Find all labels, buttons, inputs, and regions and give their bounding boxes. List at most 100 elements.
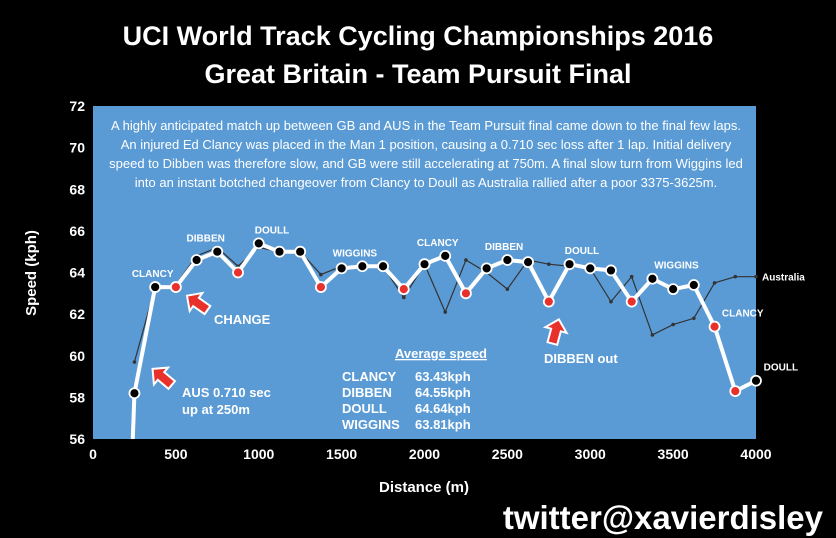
rider-label: DOULL	[565, 246, 599, 257]
australia-point	[754, 274, 758, 279]
annotation-line: A highly anticipated match up between GB…	[111, 118, 741, 133]
rider-labels: Australia CLANCY DIBBEN DOULL WIGGINS CLANCY D…	[132, 225, 805, 373]
australia-point	[609, 299, 613, 304]
changeover-point	[169, 281, 182, 293]
great-britain-point	[667, 283, 680, 296]
great-britain-point	[750, 374, 762, 387]
y-tick-label: 68	[69, 181, 85, 197]
great-britain-point	[563, 258, 576, 271]
y-tick-label: 70	[69, 140, 85, 156]
changeover-point	[232, 266, 244, 279]
great-britain-point	[335, 262, 348, 275]
australia-point	[464, 258, 468, 262]
plot-area	[93, 106, 756, 439]
great-britain-point	[646, 272, 659, 285]
australia-point	[505, 287, 510, 291]
y-tick-label: 66	[69, 223, 85, 239]
x-tick-label: 500	[164, 446, 188, 462]
great-britain-point	[356, 260, 369, 273]
great-britain-point	[687, 279, 700, 291]
changeover-point	[542, 295, 555, 308]
aus-callout-line1: AUS 0.710 sec	[182, 385, 271, 400]
avg-row-name: DOULL	[342, 401, 387, 416]
australia-point	[712, 281, 717, 285]
y-tick-label: 72	[69, 98, 85, 114]
y-tick-label: 60	[69, 348, 85, 364]
x-tick-label: 0	[89, 446, 97, 462]
great-britain-point	[128, 387, 141, 400]
rider-label: WIGGINS	[333, 248, 378, 259]
average-speed-table: Average speed CLANCY 63.43kph DIBBEN 64.…	[342, 346, 487, 432]
y-tick-label: 58	[69, 389, 85, 405]
series-layer	[128, 237, 762, 439]
great-britain-point	[439, 249, 452, 262]
y-tick-label: 56	[69, 431, 85, 447]
annotation-line: speed to Dibben was therefore slow, and …	[109, 156, 743, 171]
aus-arrow-icon	[151, 366, 177, 391]
x-axis-label: Distance (m)	[379, 479, 469, 496]
australia-point	[733, 274, 738, 279]
rider-label: CLANCY	[417, 238, 459, 249]
rider-label: DIBBEN	[187, 234, 225, 245]
x-tick-label: 2500	[492, 446, 523, 462]
great-britain-point	[252, 237, 265, 250]
australia-point	[692, 316, 696, 321]
annotation-line: An injured Ed Clancy was placed in the M…	[121, 137, 732, 152]
annotation-text: A highly anticipated match up between GB…	[109, 118, 743, 190]
rider-label: DOULL	[764, 363, 798, 374]
average-speed-title: Average speed	[395, 346, 487, 361]
x-tick-label: 1500	[326, 446, 357, 462]
avg-row-value: 64.64kph	[415, 401, 471, 416]
rider-label: DIBBEN	[485, 242, 523, 253]
changeover-point	[625, 295, 638, 308]
australia-point	[547, 262, 551, 266]
y-tick-label: 62	[69, 306, 85, 322]
changeover-point	[708, 320, 721, 333]
twitter-handle: twitter@xavierdisley	[503, 499, 824, 536]
avg-row-value: 63.43kph	[415, 369, 471, 384]
great-britain-point	[273, 245, 286, 258]
axes: 0 500 1000 1500 2000 2500 3000 3500 4000 56 58 60 62…	[69, 98, 771, 462]
australia-point	[443, 310, 448, 314]
x-tick-label: 1000	[243, 446, 274, 462]
avg-row-name: CLANCY	[342, 369, 396, 384]
chart-title: UCI World Track Cycling Championships 20…	[123, 21, 714, 51]
dibben-arrow-icon	[542, 318, 569, 347]
australia-point	[319, 272, 323, 277]
dibben-callout: DIBBEN out	[544, 351, 618, 366]
rider-label: DOULL	[255, 225, 289, 236]
australia-point	[650, 333, 655, 337]
avg-row-name: WIGGINS	[342, 417, 400, 432]
rider-label: CLANCY	[722, 309, 764, 320]
chart-subtitle: Great Britain - Team Pursuit Final	[204, 59, 631, 89]
change-callout: CHANGE	[214, 312, 271, 327]
australia-point	[401, 295, 406, 300]
y-tick-label: 64	[69, 265, 85, 281]
annotation-line: into an instant botched changeover from …	[135, 175, 717, 190]
great-britain-point	[501, 254, 514, 266]
great-britain-point	[149, 281, 162, 293]
great-britain-point	[418, 258, 431, 271]
x-tick-label: 3000	[575, 446, 606, 462]
great-britain-point	[190, 254, 203, 266]
change-arrow-icon	[185, 291, 212, 316]
great-britain-point	[211, 245, 224, 258]
series-label-australia: Australia	[762, 273, 805, 284]
y-axis-label: Speed (kph)	[23, 230, 40, 316]
callouts: CHANGE AUS 0.710 sec up at 250m DIBBEN o…	[151, 291, 618, 417]
great-britain-point	[377, 260, 389, 273]
x-tick-label: 3500	[658, 446, 689, 462]
great-britain-point	[584, 262, 597, 275]
australia-point	[671, 322, 675, 327]
australia-point	[629, 274, 634, 279]
changeover-point	[460, 287, 472, 300]
avg-row-name: DIBBEN	[342, 385, 392, 400]
avg-row-value: 64.55kph	[415, 385, 471, 400]
great-britain-point	[522, 256, 534, 268]
australia-point	[132, 360, 137, 364]
great-britain-point	[605, 264, 617, 277]
avg-row-value: 63.81kph	[415, 417, 471, 432]
x-tick-label: 2000	[409, 446, 440, 462]
aus-callout-line2: up at 250m	[182, 402, 250, 417]
rider-label: CLANCY	[132, 269, 174, 280]
